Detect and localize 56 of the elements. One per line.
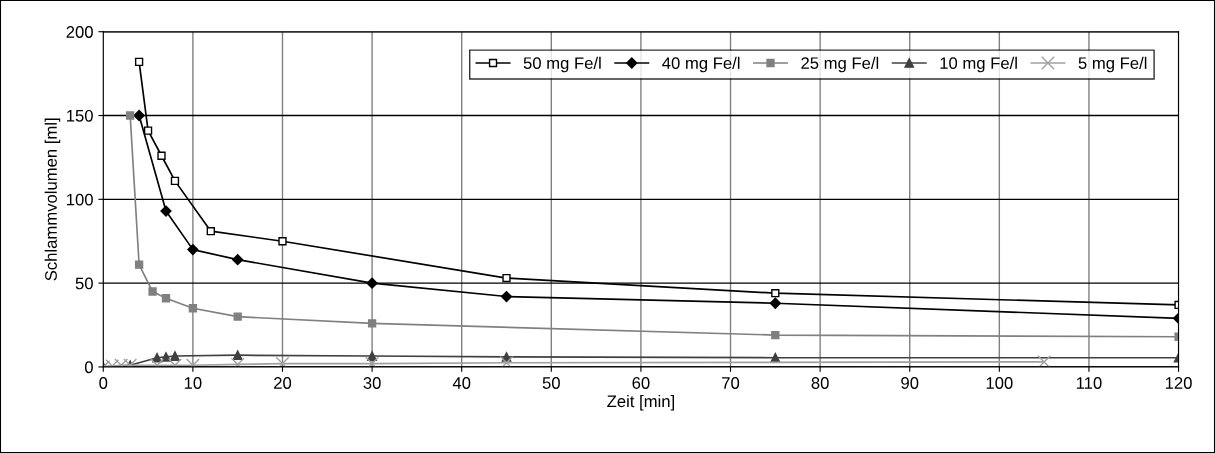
point bbox=[125, 111, 135, 120]
x-axis-title: Zeit [min] bbox=[607, 394, 674, 411]
point bbox=[134, 57, 144, 67]
legend-label: 25 mg Fe/l bbox=[801, 56, 879, 73]
y-tick-label: 100 bbox=[67, 193, 93, 206]
point bbox=[771, 289, 780, 298]
point bbox=[152, 352, 162, 363]
point bbox=[366, 277, 378, 289]
x-tick-label: 100 bbox=[986, 377, 1013, 389]
point bbox=[187, 243, 199, 256]
legend-label: 40 mg Fe/l bbox=[662, 56, 740, 73]
legend-label: 10 mg Fe/l bbox=[940, 56, 1017, 73]
point bbox=[170, 176, 180, 186]
point bbox=[365, 356, 380, 367]
point bbox=[161, 294, 171, 303]
point bbox=[499, 355, 514, 367]
x-tick-label: 90 bbox=[901, 377, 919, 389]
x-tick-label: 0 bbox=[99, 377, 108, 389]
point bbox=[143, 126, 153, 135]
point bbox=[275, 356, 290, 367]
x-tick-label: 50 bbox=[542, 377, 560, 389]
point bbox=[500, 290, 513, 303]
y-axis-title: Schlammvolumen [ml] bbox=[44, 118, 61, 281]
point bbox=[367, 319, 377, 328]
x-tick-label: 80 bbox=[811, 377, 829, 389]
point bbox=[148, 287, 157, 296]
point bbox=[1037, 354, 1052, 367]
point bbox=[134, 260, 144, 269]
point bbox=[771, 330, 780, 340]
x-tick-label: 30 bbox=[363, 377, 381, 389]
point bbox=[161, 352, 171, 362]
point bbox=[278, 237, 287, 246]
point bbox=[502, 273, 511, 283]
x-tick-label: 70 bbox=[722, 377, 740, 389]
point bbox=[206, 226, 215, 236]
y-tick-label: 150 bbox=[67, 109, 93, 122]
y-tick-label: 50 bbox=[75, 277, 93, 290]
y-tick-label: 0 bbox=[84, 361, 93, 374]
x-tick-label: 110 bbox=[1076, 377, 1102, 389]
x-tick-label: 10 bbox=[184, 377, 202, 389]
point bbox=[232, 350, 243, 361]
legend-label: 50 mg Fe/l bbox=[523, 56, 601, 73]
legend-label: 5 mg Fe/l bbox=[1078, 56, 1147, 73]
x-tick-label: 60 bbox=[632, 377, 650, 389]
point bbox=[233, 312, 242, 321]
y-tick-label: 200 bbox=[66, 26, 93, 38]
point bbox=[367, 351, 377, 361]
x-tick-label: 20 bbox=[274, 377, 292, 389]
point bbox=[188, 304, 198, 313]
point bbox=[133, 109, 145, 122]
point bbox=[170, 351, 180, 361]
point bbox=[769, 297, 781, 309]
point bbox=[157, 151, 166, 160]
x-tick-label: 40 bbox=[452, 377, 471, 389]
point bbox=[232, 254, 244, 266]
x-tick-label: 120 bbox=[1165, 377, 1192, 389]
